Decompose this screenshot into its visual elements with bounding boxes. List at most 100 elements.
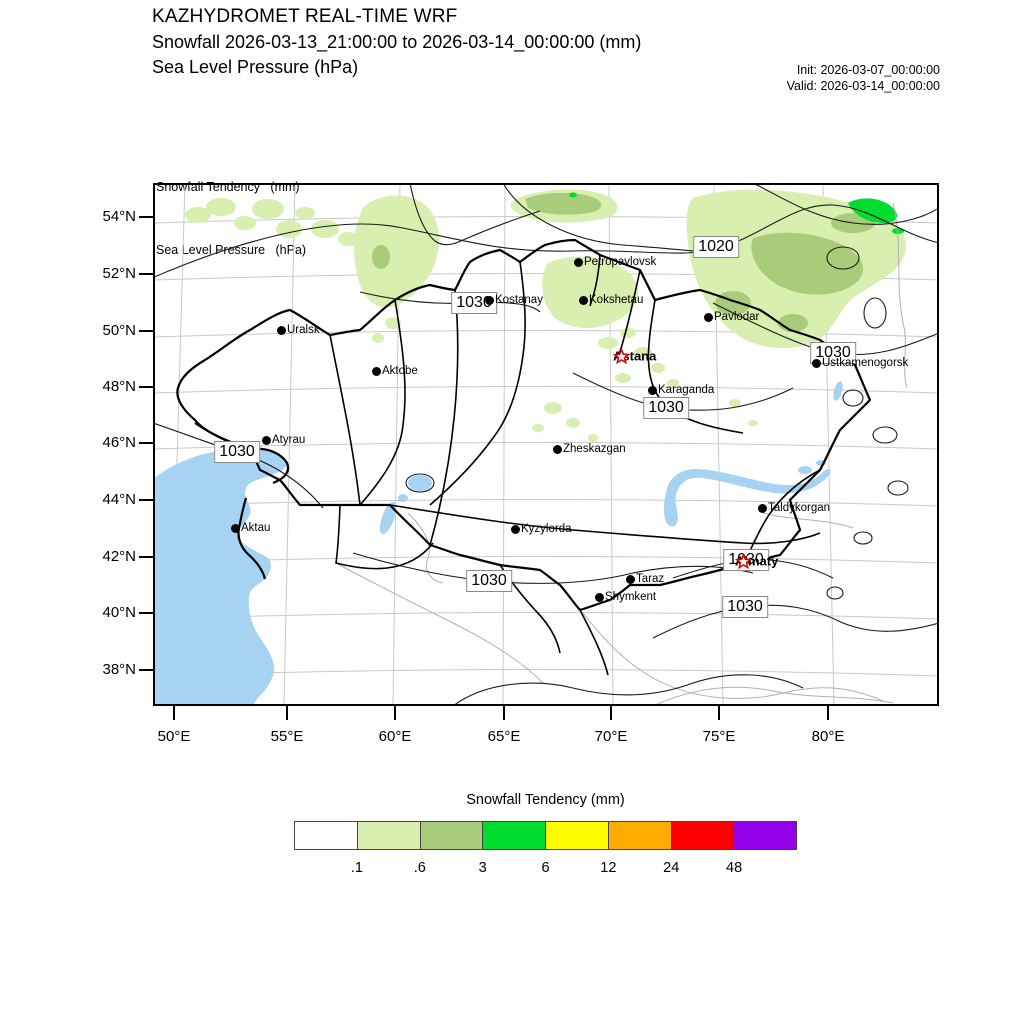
valid-time: Valid: 2026-03-14_00:00:00: [786, 79, 940, 93]
city-marker: Zheskazgan: [553, 443, 626, 455]
page-subtitle-snowfall: Snowfall 2026-03-13_21:00:00 to 2026-03-…: [152, 32, 642, 52]
map-frame: [153, 183, 939, 706]
pressure-label: 1030: [466, 570, 512, 592]
colorbar-cell: [483, 822, 546, 849]
city-marker: Aktau: [231, 522, 270, 534]
city-marker: Aktobe: [372, 365, 418, 377]
pressure-label: 1030: [722, 596, 768, 618]
x-tick: [718, 706, 720, 720]
pressure-label: 1030: [214, 441, 260, 463]
city-marker: Astana: [613, 348, 656, 365]
city-marker: Taraz: [626, 573, 664, 585]
lake-zaysan: [833, 381, 843, 401]
city-marker: Karaganda: [648, 384, 714, 396]
colorbar-cell: [608, 822, 672, 849]
snowfall-heavy: [569, 192, 904, 234]
city-label: Ustkamenogorsk: [822, 357, 909, 369]
city-dot-icon: [231, 523, 240, 533]
y-tick: [139, 330, 153, 332]
y-tick: [139, 442, 153, 444]
city-marker: Shymkent: [595, 591, 656, 603]
city-label: Kostanay: [495, 294, 543, 306]
city-label: Shymkent: [605, 591, 657, 603]
x-tick: [827, 706, 829, 720]
colorbar-title: Snowfall Tendency (mm): [466, 792, 625, 808]
map-overlay: 10201030103010301030103010301030Petropav…: [153, 183, 939, 706]
x-tick-label: 60°E: [378, 728, 412, 745]
weather-map: 10201030103010301030103010301030Petropav…: [153, 183, 939, 706]
city-label: Taraz: [636, 573, 665, 585]
x-tick: [394, 706, 396, 720]
x-tick-label: 80°E: [811, 728, 845, 745]
city-dot-icon: [553, 444, 562, 454]
city-marker: Uralsk: [277, 324, 320, 336]
init-time: Init: 2026-03-07_00:00:00: [796, 63, 940, 77]
colorbar-ticks: .1 .6 3 6 12 24 48: [294, 860, 797, 880]
colorbar-cell: [295, 822, 358, 849]
city-label: Uralsk: [287, 324, 320, 336]
y-tick-label: 50°N: [102, 322, 136, 339]
city-label: Karaganda: [658, 384, 715, 396]
city-marker: Ustkamenogorsk: [812, 357, 908, 369]
city-marker: Petropavlovsk: [574, 256, 656, 268]
y-tick-label: 38°N: [102, 661, 136, 678]
colorbar-cell: [734, 822, 796, 849]
city-dot-icon: [758, 503, 767, 513]
colorbar-tick-label: .1: [350, 860, 363, 876]
city-dot-icon: [574, 257, 583, 267]
city-dot-icon: [595, 592, 604, 602]
city-label: Atyrau: [272, 434, 306, 446]
map-geography: [153, 183, 939, 706]
colorbar-cell: [420, 822, 484, 849]
colorbar-tick-label: 6: [541, 860, 550, 876]
colorbar: [294, 821, 797, 850]
lake-alakol: [798, 466, 812, 474]
capital-star-icon: [735, 553, 752, 570]
page-subtitle-pressure: Sea Level Pressure (hPa): [152, 57, 359, 77]
y-tick-label: 46°N: [102, 434, 136, 451]
city-marker: Kokshetau: [579, 294, 643, 306]
city-marker: Pavlodar: [704, 311, 759, 323]
colorbar-tick-label: .6: [413, 860, 426, 876]
aral-sea: [408, 475, 432, 491]
pressure-label: 1020: [693, 236, 739, 258]
x-tick-label: 55°E: [270, 728, 304, 745]
city-marker: Kyzylorda: [511, 523, 572, 535]
y-tick-label: 54°N: [102, 208, 136, 225]
city-label: Kyzylorda: [521, 523, 572, 535]
city-dot-icon: [511, 524, 520, 534]
y-tick: [139, 499, 153, 501]
city-label: Zheskazgan: [563, 443, 626, 455]
city-dot-icon: [485, 295, 494, 305]
colorbar-tick-label: 3: [478, 860, 487, 876]
y-tick-label: 40°N: [102, 604, 136, 621]
x-tick-label: 65°E: [487, 728, 521, 745]
y-tick: [139, 669, 153, 671]
y-tick-label: 52°N: [102, 265, 136, 282]
city-marker: Taldykorgan: [758, 502, 830, 514]
y-tick-label: 44°N: [102, 491, 136, 508]
city-label: Aktau: [241, 522, 271, 534]
city-dot-icon: [372, 366, 381, 376]
isobars: [153, 183, 939, 706]
y-tick: [139, 386, 153, 388]
y-tick: [139, 216, 153, 218]
caspian-sea: [153, 448, 287, 706]
x-tick-label: 75°E: [702, 728, 736, 745]
x-tick-label: 70°E: [594, 728, 628, 745]
foreign-borders: [335, 202, 908, 706]
city-marker: Atyrau: [262, 434, 305, 446]
x-tick: [610, 706, 612, 720]
city-label: Kokshetau: [589, 294, 644, 306]
pressure-label: 1030: [810, 342, 856, 364]
lake-balkhash: [663, 469, 831, 527]
city-dot-icon: [648, 385, 657, 395]
colorbar-tick-label: 24: [663, 860, 680, 876]
city-dot-icon: [704, 312, 713, 322]
city-label: Petropavlovsk: [584, 256, 657, 268]
colorbar-tick-label: 48: [726, 860, 743, 876]
y-tick: [139, 612, 153, 614]
city-dot-icon: [626, 574, 635, 584]
y-tick-label: 48°N: [102, 378, 136, 395]
